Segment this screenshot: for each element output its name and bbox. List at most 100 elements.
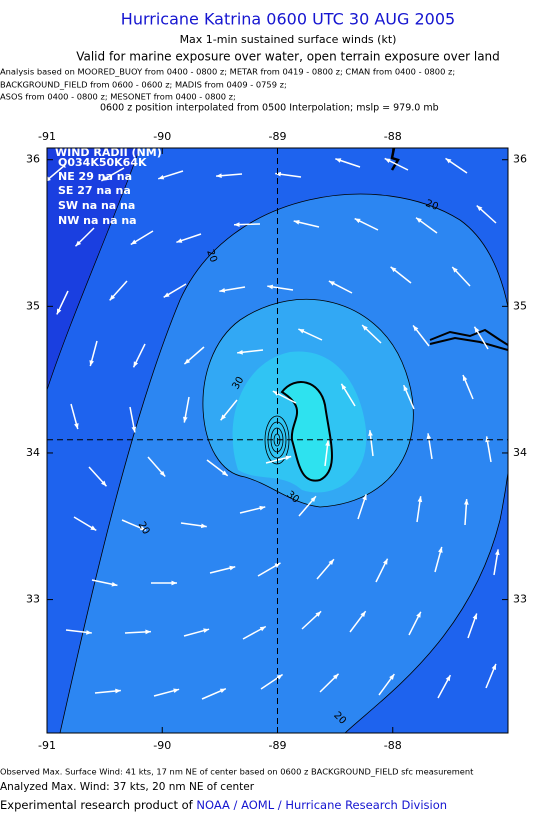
wind-arrow-head xyxy=(362,494,367,501)
wind-arrow-head xyxy=(445,158,452,164)
y-tick-label: 35 xyxy=(513,299,527,312)
wind-arrow-head xyxy=(219,688,226,694)
wind-arrow-head xyxy=(216,173,222,179)
contour-label: 20 xyxy=(424,198,440,213)
wind-arrow-head xyxy=(464,499,469,505)
y-tick-label: 35 xyxy=(26,299,40,312)
contour-label: 20 xyxy=(204,248,219,264)
x-tick-label: -88 xyxy=(384,130,402,143)
radii-row: SE 27 na na xyxy=(58,184,131,197)
wind-arrow-head xyxy=(219,288,226,293)
wind-arrow-head xyxy=(75,240,82,247)
wind-arrow-head xyxy=(293,220,300,225)
wind-arrow-head xyxy=(133,361,139,368)
wind-arrow-head xyxy=(325,440,330,446)
wind-arrow-head xyxy=(203,628,210,633)
field-low xyxy=(47,148,141,391)
x-tick-label: -89 xyxy=(269,739,287,752)
footer-observed: Observed Max. Surface Wind: 41 kts, 17 n… xyxy=(0,767,474,777)
wind-arrow-head xyxy=(354,218,361,224)
radii-header: Q034K50K64K xyxy=(58,156,147,169)
y-tick-label: 34 xyxy=(26,446,40,459)
wind-arrow-head xyxy=(360,611,366,618)
map-area xyxy=(47,148,508,733)
subtitle: Max 1-min sustained surface winds (kt) xyxy=(180,33,397,46)
y-tick-label: 33 xyxy=(513,593,527,606)
wind-arrow-head xyxy=(476,205,483,211)
wind-arrow-head xyxy=(328,281,335,286)
wind-arrow-head xyxy=(416,611,421,618)
x-tick-label: -90 xyxy=(153,130,171,143)
wind-arrow-head xyxy=(285,455,292,461)
x-tick-label: -88 xyxy=(384,739,402,752)
wind-arrow-head xyxy=(130,239,137,245)
wind-arrow-head xyxy=(173,688,180,693)
wind-arrow-head xyxy=(229,565,236,571)
wind-arrow-head xyxy=(234,222,240,227)
radii-row: NE 29 na na xyxy=(58,170,132,183)
analysis-line: BACKGROUND_FIELD from 0600 - 0600 z; MAD… xyxy=(0,80,287,90)
analysis-line: Analysis based on MOORED_BUOY from 0400 … xyxy=(0,67,455,77)
wind-arrow-head xyxy=(491,663,496,670)
y-tick-label: 33 xyxy=(26,593,40,606)
wind-arrow-head xyxy=(445,675,451,682)
wind-arrow-head xyxy=(417,496,423,503)
wind-arrow-head xyxy=(298,329,305,334)
wind-arrow-head xyxy=(362,325,368,331)
wind-vectors xyxy=(47,157,500,700)
wind-arrow-head xyxy=(389,674,395,680)
wind-arrow-head xyxy=(131,426,137,433)
wind-arrow-head xyxy=(259,626,266,632)
wind-arrow-head xyxy=(368,430,373,436)
wind-arrow-head xyxy=(274,562,281,568)
wind-arrow-head xyxy=(328,559,334,565)
wind-arrow-head xyxy=(438,546,443,553)
wind-arrow-head xyxy=(200,523,207,529)
wind-arrow-head xyxy=(403,385,409,392)
wind-arrow-head xyxy=(276,674,283,680)
wind-arrow-head xyxy=(332,673,339,680)
wind-arrow-head xyxy=(390,266,397,273)
wind-arrow-head xyxy=(259,505,266,511)
footer-analyzed: Analyzed Max. Wind: 37 kts, 20 nm NE of … xyxy=(0,781,255,793)
x-tick-label: -89 xyxy=(269,130,287,143)
radii-row: NW na na na xyxy=(58,214,137,227)
wind-arrow-head xyxy=(158,174,165,180)
wind-arrow-head xyxy=(462,375,468,382)
wind-arrow-head xyxy=(426,433,432,440)
wind-arrow-head xyxy=(90,525,97,531)
title: Hurricane Katrina 0600 UTC 30 AUG 2005 xyxy=(121,10,455,29)
wind-arrow-head xyxy=(159,470,166,477)
wind-arrow-head xyxy=(221,470,228,476)
wind-arrow-head xyxy=(310,496,316,503)
wind-arrow-head xyxy=(315,611,322,617)
wind-arrow-head xyxy=(145,629,151,635)
wind-arrow-head xyxy=(413,325,419,332)
wind-arrow-head xyxy=(176,238,183,243)
wind-arrow-head xyxy=(109,294,116,301)
contour-max xyxy=(280,381,333,482)
wind-arrow-head xyxy=(115,688,121,694)
wind-arrow-head xyxy=(139,525,146,531)
wind-arrow-head xyxy=(86,630,92,635)
y-tick-label: 34 xyxy=(513,446,527,459)
wind-arrow-head xyxy=(56,308,62,315)
x-tick-label: -91 xyxy=(38,130,56,143)
wind-arrow-head xyxy=(171,580,177,586)
wind-arrow-head xyxy=(384,158,391,164)
wind-arrow-head xyxy=(275,171,282,177)
y-tick-label: 36 xyxy=(513,153,527,166)
radii-title: WIND RADII (NM) xyxy=(55,146,162,159)
wind-arrow-head xyxy=(220,414,226,421)
wind-radii: WIND RADII (NM) Q034K50K64K NE 29 na na … xyxy=(55,146,162,227)
wind-arrow-head xyxy=(183,416,188,423)
validity: Valid for marine exposure over water, op… xyxy=(76,50,500,64)
wind-arrow-head xyxy=(472,613,478,620)
wind-arrow-head xyxy=(415,217,422,223)
analysis-line: ASOS from 0400 - 0800 z; MESONET from 04… xyxy=(0,92,236,102)
wind-arrow-head xyxy=(494,549,500,556)
wind-arrow-head xyxy=(267,284,274,290)
wind-arrow-head xyxy=(184,358,191,365)
wind-arrow-head xyxy=(341,383,347,390)
